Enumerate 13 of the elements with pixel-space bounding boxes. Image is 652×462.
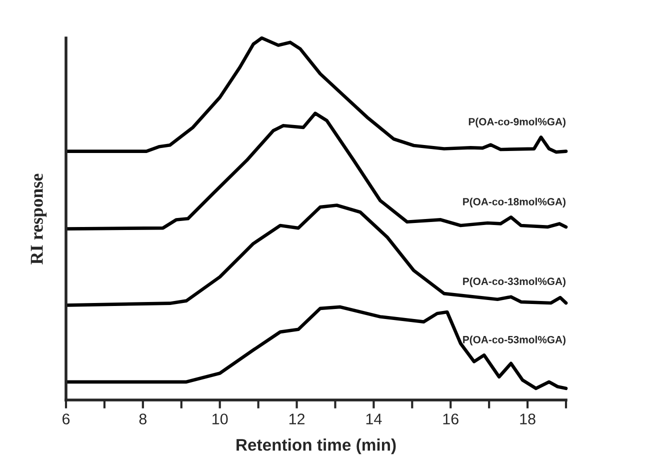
x-tick-label: 18 [520, 414, 536, 424]
x-tick-label: 12 [289, 414, 304, 424]
series-label: P(OA-co-18mol%GA) [463, 198, 566, 208]
x-axis-title: Retention time (min) [236, 438, 396, 454]
x-tick-label: 8 [139, 414, 147, 424]
series-label: P(OA-co-9mol%GA) [468, 118, 566, 128]
x-tick-label: 6 [62, 414, 70, 424]
x-tick-label: 14 [366, 414, 382, 424]
y-axis-title: RI response [30, 174, 47, 264]
x-tick-label: 10 [212, 414, 228, 424]
series-label: P(OA-co-53mol%GA) [463, 336, 566, 346]
series-label: P(OA-co-33mol%GA) [463, 277, 566, 288]
x-tick-label: 16 [443, 414, 458, 424]
